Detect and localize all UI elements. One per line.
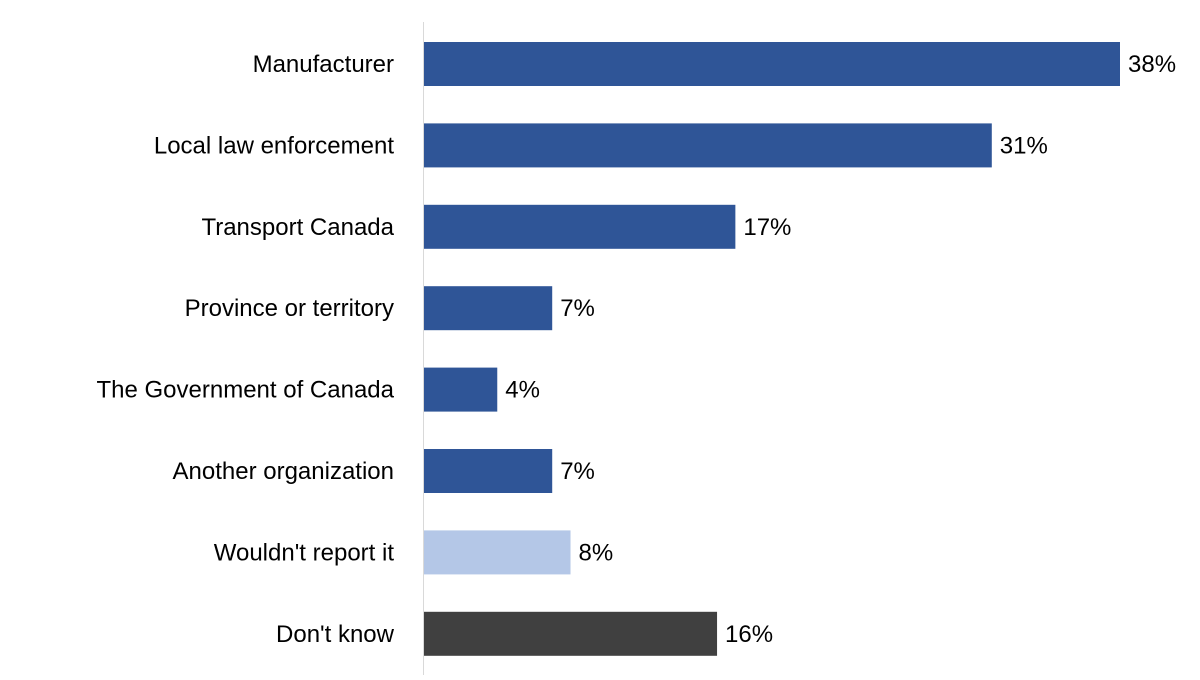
bar [424, 449, 553, 493]
data-label: 7% [560, 295, 595, 322]
bar [424, 367, 498, 412]
category-label: Province or territory [185, 295, 394, 322]
data-label: 7% [560, 458, 595, 485]
data-label: 8% [579, 539, 614, 566]
category-label: Wouldn't report it [214, 539, 395, 566]
category-label: Don't know [276, 621, 395, 648]
category-label: Local law enforcement [154, 132, 394, 159]
category-label: Transport Canada [201, 214, 394, 241]
bar [424, 611, 718, 656]
bar [424, 42, 1120, 86]
data-label: 38% [1128, 51, 1176, 78]
category-label: Manufacturer [253, 51, 394, 78]
bar [424, 530, 571, 575]
data-label: 4% [505, 377, 540, 404]
data-label: 31% [1000, 132, 1048, 159]
category-label: Another organization [173, 458, 394, 485]
data-label: 17% [743, 214, 791, 241]
data-label: 16% [725, 621, 773, 648]
bar [424, 123, 992, 168]
category-label: The Government of Canada [96, 377, 394, 404]
bar [424, 204, 736, 249]
bar [424, 286, 553, 331]
